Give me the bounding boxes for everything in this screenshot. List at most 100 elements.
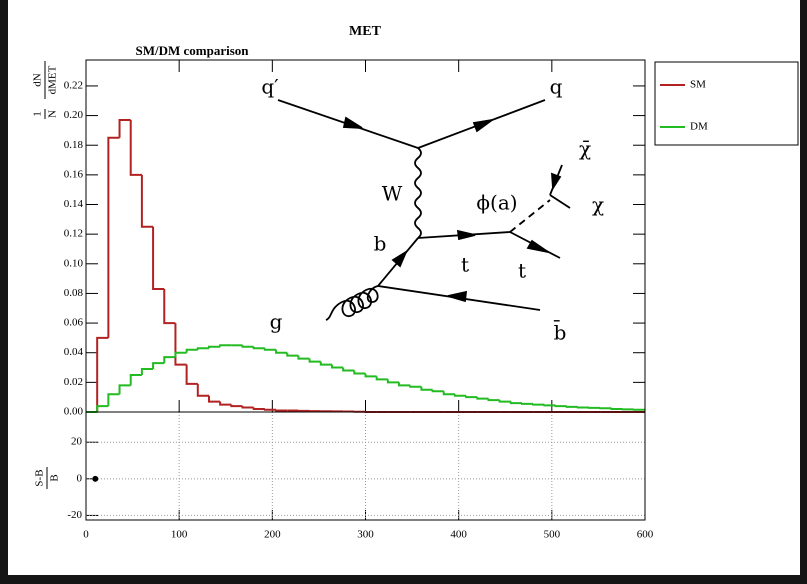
histogram-step <box>196 383 209 397</box>
histogram-step <box>409 385 422 388</box>
y-tick-label: 0.12 <box>64 228 83 240</box>
histogram-step <box>185 364 198 385</box>
histogram-step <box>565 405 578 408</box>
histogram-step <box>207 395 221 403</box>
histogram-step <box>196 347 209 350</box>
y-axis-label: 1 N dN dMET <box>32 61 59 119</box>
arrow <box>526 239 549 253</box>
histogram-step <box>207 345 221 349</box>
y-tick-label: 0.20 <box>64 109 84 121</box>
histogram-step <box>532 403 545 406</box>
y-tick-label: 20 <box>71 436 83 448</box>
histogram-step <box>263 348 277 351</box>
histogram-step <box>342 367 355 372</box>
histogram-step <box>129 373 142 386</box>
dashed-line <box>509 199 551 233</box>
histogram-step <box>152 226 165 290</box>
histogram-step <box>118 384 131 395</box>
histogram-step <box>275 349 288 354</box>
histogram-step <box>152 362 165 370</box>
x-tick-label: 500 <box>544 529 561 541</box>
y-tick-label: 0.02 <box>64 376 83 388</box>
histogram-step <box>118 119 131 138</box>
histogram-step <box>107 136 120 338</box>
histogram-step <box>509 401 523 405</box>
legend-label: DM <box>690 121 708 133</box>
w-boson <box>414 147 422 239</box>
histogram-step <box>163 288 176 325</box>
histogram-step <box>263 408 277 411</box>
diagram-label: χ̄ <box>579 137 591 161</box>
legend-box <box>654 61 799 146</box>
y-tick-label: 0.14 <box>64 198 84 210</box>
histogram-step <box>185 348 198 353</box>
histogram-step <box>219 344 232 347</box>
arrow <box>391 249 408 268</box>
diagram-label: t <box>518 259 526 283</box>
arrow <box>342 116 363 129</box>
histogram-step <box>308 358 321 363</box>
x-tick-label: 0 <box>83 529 89 541</box>
y-tick-label: 0.00 <box>64 406 84 418</box>
label-part: S-B <box>34 469 46 486</box>
histogram-step <box>140 174 154 228</box>
histogram-step <box>163 356 176 364</box>
chart-title: MET <box>349 24 382 39</box>
histogram-step <box>241 406 254 409</box>
histogram-step <box>319 361 332 366</box>
point <box>92 475 99 482</box>
histogram-step <box>386 379 400 384</box>
histogram-step <box>174 351 187 358</box>
histogram-step <box>353 370 366 375</box>
histogram-step <box>576 406 590 409</box>
label-part: dN <box>32 73 44 87</box>
histogram-step <box>252 407 265 411</box>
histogram-step <box>330 364 344 369</box>
x-tick-label: 300 <box>357 529 374 541</box>
histogram-step <box>420 386 433 391</box>
arrow <box>551 172 562 191</box>
label-part: N <box>47 110 59 118</box>
histogram-step <box>96 336 109 412</box>
arrow <box>456 229 476 241</box>
y-tick-label: 0.10 <box>64 257 84 269</box>
diagram-label: q <box>550 75 563 99</box>
histogram-step <box>241 345 254 348</box>
histogram-step <box>140 368 154 375</box>
x-tick-label: 100 <box>171 529 188 541</box>
histogram-step <box>297 355 310 360</box>
histogram-step <box>129 120 142 176</box>
legend-label: SM <box>690 79 706 91</box>
histogram-step <box>543 404 556 407</box>
y-tick-label: 0.18 <box>64 139 84 151</box>
histogram-step <box>230 404 243 408</box>
histogram-step <box>252 346 265 350</box>
histogram-step <box>498 400 511 403</box>
arrow <box>472 119 493 133</box>
histogram-step <box>107 393 120 407</box>
label-part: dMET <box>47 65 59 94</box>
diagram-label: ϕ(a) <box>476 191 517 215</box>
diagram-label: q′ <box>261 75 279 99</box>
gluon <box>325 285 379 321</box>
histogram-step <box>487 398 500 402</box>
ratio-frame <box>85 411 646 521</box>
y-tick-label: -20 <box>67 509 82 521</box>
x-tick-label: 200 <box>264 529 281 541</box>
diagram-label: W <box>382 182 403 206</box>
feynman-diagram <box>277 99 571 321</box>
line <box>549 194 571 209</box>
histogram-step <box>521 402 534 405</box>
y-tick-label: 0.04 <box>64 346 84 358</box>
histogram-step <box>610 408 623 411</box>
diagram-labels: q′ q Wb t t ϕ(a) χ̄ χ g b̄ <box>261 75 604 345</box>
ratio-y-label: S-B B <box>34 467 61 489</box>
histogram-step <box>364 373 377 378</box>
histogram-step <box>476 397 489 400</box>
x-tick-label: 600 <box>637 529 654 541</box>
arrow <box>447 290 468 303</box>
diagram-label: b̄ <box>554 319 567 344</box>
histogram-step <box>431 389 444 393</box>
histogram-step <box>398 382 411 387</box>
